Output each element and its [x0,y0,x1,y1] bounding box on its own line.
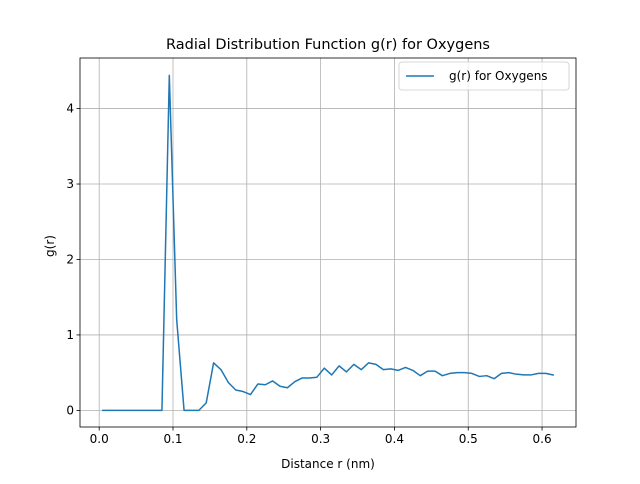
legend-label: g(r) for Oxygens [449,69,548,83]
x-tick-label: 0.2 [237,432,256,446]
x-tick-label: 0.6 [533,432,552,446]
x-tick-label: 0.5 [459,432,478,446]
y-tick-label: 2 [66,252,74,266]
chart-title: Radial Distribution Function g(r) for Ox… [166,37,490,53]
x-tick-label: 0.4 [385,432,404,446]
series-layer [102,74,555,412]
axis-ticks: 0.0 0.1 0.2 0.3 0.4 0.5 0.6 0 1 2 3 4 [66,102,551,446]
y-tick-label: 0 [66,403,74,417]
y-tick-label: 1 [66,328,74,342]
legend: g(r) for Oxygens [398,61,570,91]
x-tick-label: 0.0 [90,432,109,446]
y-tick-label: 3 [66,177,74,191]
y-tick-label: 4 [66,102,74,116]
x-tick-label: 0.1 [163,432,182,446]
y-axis-label: g(r) [43,235,57,257]
x-tick-label: 0.3 [311,432,330,446]
x-axis-label: Distance r (nm) [281,457,375,471]
plot-area-frame [79,57,577,428]
series-line [102,74,555,412]
legend-box [398,61,570,91]
